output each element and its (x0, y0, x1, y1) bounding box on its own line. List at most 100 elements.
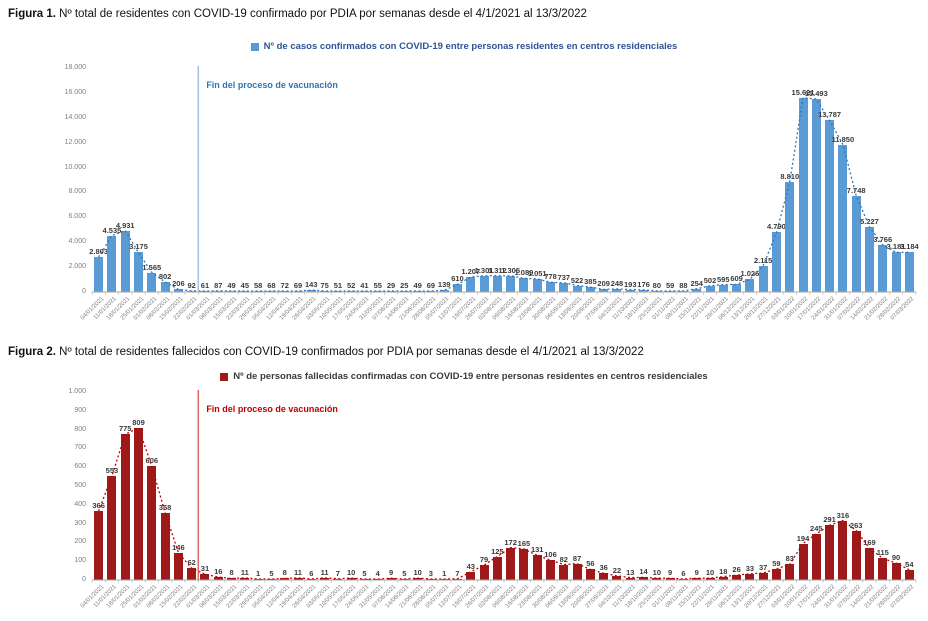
figure2-legend: Nº de personas fallecidas confirmadas co… (0, 371, 928, 382)
figure1-title: Figura 1. Nº total de residentes con COV… (8, 8, 587, 20)
bar (320, 577, 330, 580)
bar-value-label: 15.621 (791, 87, 815, 97)
bar (293, 291, 303, 292)
bar (599, 289, 609, 292)
legend-square-icon (220, 372, 229, 381)
bar (639, 289, 649, 292)
y-axis-label: 12.000 (64, 138, 86, 146)
vaccination-end-annotation: Fin del proceso de vacunación (206, 80, 338, 90)
legend-square-icon (250, 42, 259, 51)
bar (718, 576, 728, 580)
bar (253, 291, 263, 292)
bar (373, 579, 383, 580)
bar (280, 578, 290, 580)
bar-value-label: 7.748 (846, 185, 866, 195)
bar (227, 291, 237, 292)
bar (94, 511, 104, 580)
bar (333, 578, 343, 580)
bar (625, 577, 635, 580)
bar (771, 232, 781, 292)
bar (200, 291, 210, 292)
bar (306, 578, 316, 580)
bar (758, 265, 768, 292)
bar (665, 291, 675, 292)
bar (878, 245, 888, 292)
y-axis-label: 14.000 (64, 113, 86, 121)
y-axis-label: 700 (74, 444, 86, 452)
bar (705, 285, 715, 292)
figure1-legend: Nº de casos confirmados con COVID-19 ent… (0, 41, 928, 52)
bar-value-label: 809 (132, 417, 145, 427)
bar (94, 257, 104, 292)
bar (785, 182, 795, 292)
bar (240, 291, 250, 292)
bar-value-label: 146 (172, 542, 185, 552)
bar (652, 291, 662, 292)
bar (373, 291, 383, 292)
y-axis-label: 100 (74, 557, 86, 565)
bar (678, 578, 688, 580)
y-axis-label: 900 (74, 406, 86, 414)
bar-value-label: 4.931 (115, 220, 135, 230)
bar (399, 291, 409, 292)
bar (426, 291, 436, 292)
bar-value-label: 606 (145, 456, 159, 466)
bar-value-label: 15.493 (804, 89, 828, 99)
y-axis-label: 300 (74, 519, 86, 527)
y-axis-label: 500 (74, 482, 86, 489)
bar-value-label: 3.184 (899, 242, 919, 252)
bar-value-label: 263 (849, 520, 863, 530)
bar (479, 275, 489, 292)
y-axis-label: 4.000 (68, 238, 86, 246)
bar (771, 568, 781, 580)
bar (785, 564, 795, 580)
bar (306, 290, 316, 292)
bar (811, 533, 821, 580)
bar (825, 120, 835, 292)
bar (652, 578, 662, 580)
y-axis-label: 6.000 (68, 213, 86, 221)
bar (386, 578, 396, 580)
bar-value-label: 5.227 (860, 216, 879, 226)
bar (413, 578, 423, 580)
bar (466, 276, 476, 292)
bar (333, 291, 343, 292)
bar (120, 230, 130, 292)
y-axis-label: 800 (74, 425, 86, 433)
bar (439, 579, 449, 580)
y-axis-label: 0 (82, 288, 86, 295)
bar (825, 525, 835, 580)
y-axis-label: 1.000 (68, 388, 86, 395)
figure2-title: Figura 2. Nº total de residentes falleci… (8, 346, 644, 358)
bar-value-label: 1.565 (142, 262, 162, 272)
bar (413, 291, 423, 292)
bar (612, 288, 622, 292)
vaccination-end-annotation: Fin del proceso de vacunación (206, 404, 338, 414)
bar-value-label: 3.175 (129, 242, 148, 252)
y-axis-label: 2.000 (68, 263, 86, 271)
bar (213, 290, 223, 292)
bar (293, 577, 303, 580)
bar (280, 291, 290, 292)
y-axis-label: 600 (74, 463, 86, 471)
y-axis-label: 18.000 (64, 64, 86, 71)
figure1-title-bold: Figura 1. (8, 8, 56, 20)
bar (811, 99, 821, 292)
y-axis-label: 0 (82, 576, 86, 583)
y-axis-label: 400 (74, 500, 86, 508)
bar (692, 288, 702, 292)
y-axis-label: 8.000 (68, 188, 86, 196)
bar (266, 291, 276, 292)
figure2-title-bold: Figura 2. (8, 346, 56, 358)
bar (359, 291, 369, 292)
bar (678, 290, 688, 292)
bar (227, 578, 237, 580)
bar (187, 290, 197, 292)
bar (452, 578, 462, 580)
bar (718, 284, 728, 292)
bar (346, 291, 356, 292)
bar (253, 579, 263, 580)
bar (732, 575, 742, 580)
figure2-legend-label: Nº de personas fallecidas confirmadas co… (233, 371, 708, 382)
